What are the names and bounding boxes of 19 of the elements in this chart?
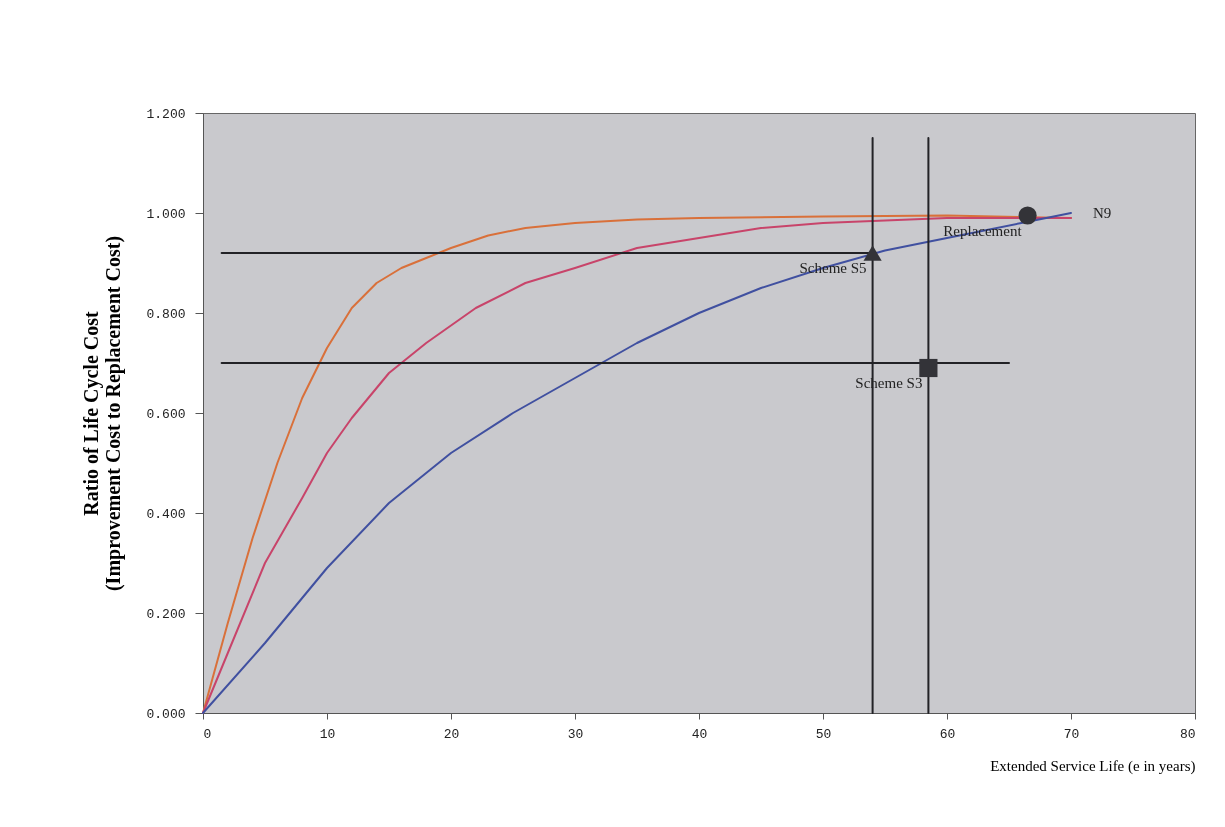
- x-tick-label: 60: [939, 726, 956, 742]
- y-tick-label: 0.000: [146, 706, 186, 722]
- y-axis-title: Ratio of Life Cycle Cost (Improvement Cost to Replacement Cost): [80, 235, 126, 592]
- y-tick-label: 0.200: [146, 606, 186, 622]
- x-tick-label: 50: [815, 726, 832, 742]
- x-tick-label: 40: [691, 726, 708, 742]
- x-tick-label: 10: [319, 726, 336, 742]
- x-tick-label: 20: [443, 726, 460, 742]
- x-tick-label: 30: [567, 726, 584, 742]
- y-tick-label: 0.600: [146, 406, 186, 422]
- y-tick-label: 0.400: [146, 506, 186, 522]
- y-tick-label: 1.200: [146, 106, 186, 122]
- y-tick-label: 0.800: [146, 306, 186, 322]
- series-label: N9: [1093, 205, 1112, 221]
- x-tick-label: 70: [1063, 726, 1080, 742]
- x-tick-label: 80: [1179, 726, 1196, 742]
- x-axis-title: Extended Service Life (e in years): [990, 757, 1196, 775]
- x-tick-label: 0: [203, 726, 212, 742]
- y-tick-label: 1.000: [146, 206, 186, 222]
